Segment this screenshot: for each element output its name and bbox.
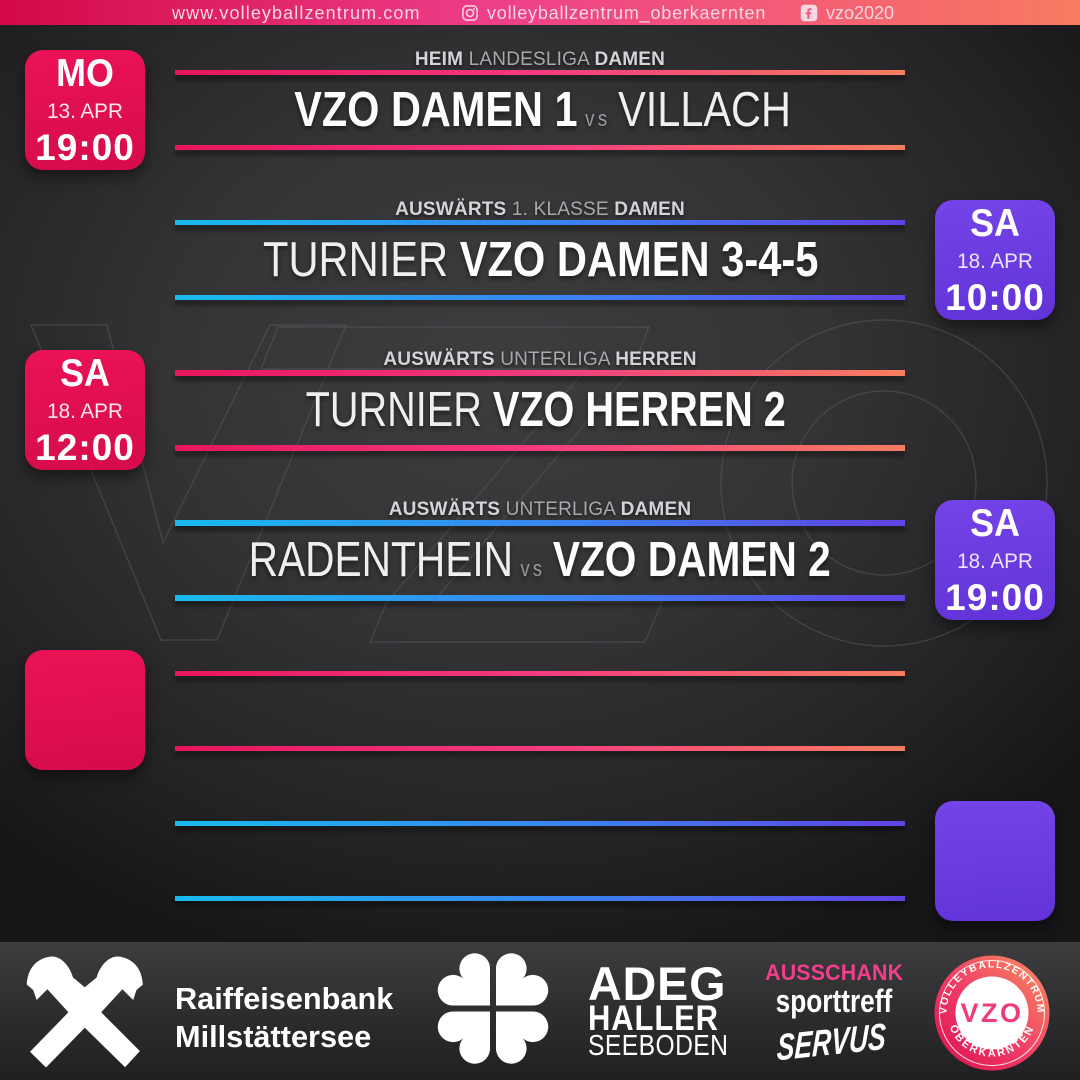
svg-text:VZO: VZO [960,998,1023,1028]
